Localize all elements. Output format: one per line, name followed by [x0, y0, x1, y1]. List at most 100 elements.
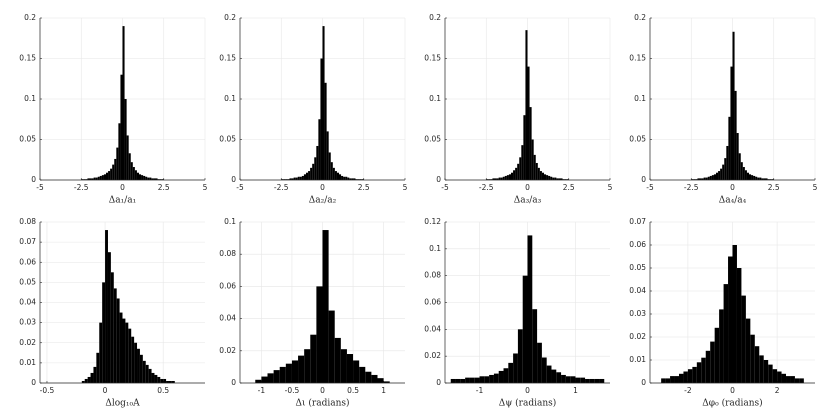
histogram-bar	[745, 318, 751, 383]
histogram-bar	[759, 177, 762, 180]
histogram-bar	[575, 377, 581, 383]
histogram-bar	[585, 378, 590, 383]
y-tick-label: 0	[31, 378, 36, 387]
y-tick-label: 0	[641, 378, 646, 387]
histogram-bar	[665, 378, 671, 383]
histogram-bar	[469, 377, 475, 383]
histogram-bar	[506, 175, 509, 180]
histogram-bar	[96, 352, 100, 383]
histogram-bar	[738, 153, 741, 180]
histogram-bar	[149, 177, 152, 180]
y-tick-label: 0.07	[19, 237, 36, 246]
y-tick-label: 0.01	[629, 355, 646, 364]
histogram-bar	[527, 235, 533, 383]
histogram-bar	[535, 162, 538, 180]
histogram-bar	[341, 175, 344, 180]
histogram-bar	[322, 26, 325, 180]
histogram-bar	[732, 245, 737, 383]
y-tick-label: 0.08	[219, 249, 236, 258]
histogram-bar	[683, 371, 688, 383]
histogram-bar	[695, 179, 698, 180]
histogram-bar	[771, 179, 774, 180]
histogram-bar	[548, 175, 551, 180]
histogram-bar	[114, 158, 117, 180]
histogram-bar	[107, 252, 111, 383]
histogram-bar	[709, 175, 712, 180]
histogram-bar	[316, 286, 323, 383]
x-tick-label: 2.5	[768, 183, 780, 192]
histogram-bar	[365, 371, 372, 383]
x-tick-label: 0.5	[347, 386, 359, 395]
histogram-bar	[128, 328, 132, 383]
x-tick-label: 2.5	[358, 183, 370, 192]
histogram-bar	[108, 171, 111, 180]
y-tick-label: 0.05	[219, 135, 236, 144]
x-tick-label: -2.5	[684, 183, 699, 192]
histogram-bar	[790, 376, 795, 383]
histogram-bar	[517, 163, 520, 180]
histogram-bar	[147, 177, 150, 180]
histogram-bar	[328, 152, 331, 180]
x-tick-label: 2	[775, 386, 780, 395]
histogram-bar	[678, 373, 684, 383]
histogram-bar	[455, 378, 461, 383]
y-tick-label: 0.04	[629, 286, 646, 295]
histogram-bar	[343, 176, 346, 180]
histogram-bar	[163, 378, 167, 383]
histogram-bar	[513, 353, 518, 383]
y-tick-label: 0.04	[219, 314, 236, 323]
histogram-bar	[171, 380, 175, 383]
histogram-bar	[713, 174, 716, 180]
y-tick-label: 0.1	[24, 94, 36, 103]
histogram-bar	[339, 174, 342, 180]
x-axis-label: Δa₂/a₂	[309, 196, 337, 206]
histogram-bar	[531, 139, 534, 180]
histogram-bar	[118, 123, 121, 180]
histogram-bar	[465, 377, 470, 383]
histogram-bar	[560, 178, 563, 180]
histogram-bar	[139, 174, 142, 180]
histogram-bar	[139, 354, 143, 383]
histogram-bar	[142, 360, 146, 383]
y-tick-label: 0.07	[629, 217, 646, 226]
histogram-bar	[703, 177, 706, 180]
histogram-bar	[334, 171, 337, 180]
histogram-bar	[490, 179, 493, 180]
histogram-bar	[562, 179, 565, 180]
histogram-bar	[155, 178, 158, 180]
histogram-bar	[561, 374, 566, 383]
histogram-bar	[693, 179, 696, 180]
histogram-bar	[160, 378, 164, 383]
histogram-bar	[742, 167, 745, 180]
histogram-bar	[106, 172, 109, 180]
histogram-bar	[546, 365, 552, 383]
histogram-bar	[544, 174, 547, 180]
histogram-bar	[554, 177, 557, 180]
histogram-bar	[159, 179, 162, 180]
histogram-bar	[81, 179, 84, 180]
histogram-bar	[486, 179, 489, 180]
histogram-bar	[710, 341, 715, 383]
histogram-bar	[750, 334, 755, 383]
x-axis-label: Δφ₀ (radians)	[702, 398, 762, 409]
y-tick-label: 0.2	[24, 13, 36, 22]
histogram-bar	[145, 176, 148, 180]
histogram-bar	[763, 178, 766, 180]
histogram-bar	[357, 179, 360, 180]
histogram-bar	[285, 179, 288, 180]
histogram-bar	[508, 174, 511, 180]
y-tick-label: 0	[641, 175, 646, 184]
histogram-bar	[97, 176, 100, 180]
histogram-bar	[719, 309, 724, 383]
histogram-bar	[716, 172, 719, 180]
histogram-bar	[479, 376, 485, 383]
y-tick-label: 0.1	[634, 94, 646, 103]
x-tick-label: 0	[730, 386, 735, 395]
histogram-bar	[498, 370, 504, 383]
histogram-bar	[326, 131, 329, 180]
histogram-bar	[134, 170, 137, 180]
x-tick-label: 0	[320, 183, 325, 192]
histogram-bar	[720, 168, 723, 180]
histogram-bar	[722, 164, 725, 180]
x-tick-label: 1	[573, 386, 578, 395]
